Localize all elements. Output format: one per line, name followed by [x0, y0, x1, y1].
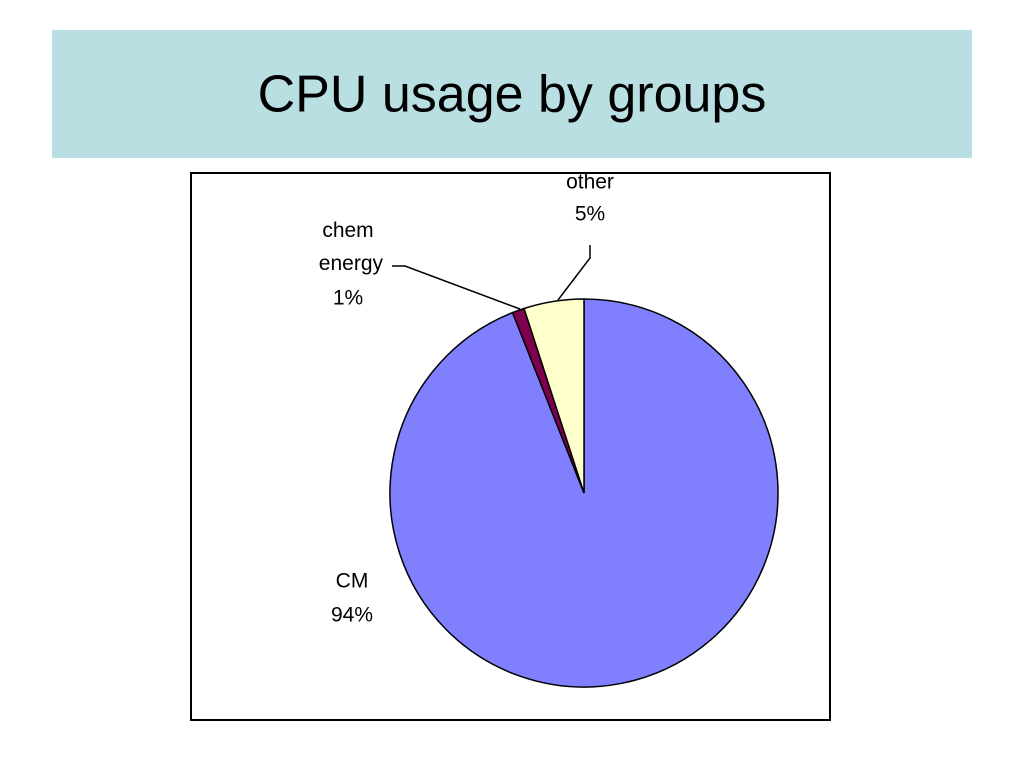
value-label: 5%	[575, 203, 605, 226]
title-band	[52, 30, 972, 158]
pie-slice	[523, 298, 585, 494]
value-label: 94%	[331, 604, 373, 627]
leader-line	[392, 265, 521, 310]
slice-label: other	[566, 171, 614, 194]
slice-label: chem energy	[313, 219, 384, 275]
chart-title: CPU usage by groups	[258, 66, 767, 124]
slice-label: CM	[336, 570, 369, 593]
value-label: 1%	[333, 287, 363, 310]
leader-line	[557, 245, 591, 301]
